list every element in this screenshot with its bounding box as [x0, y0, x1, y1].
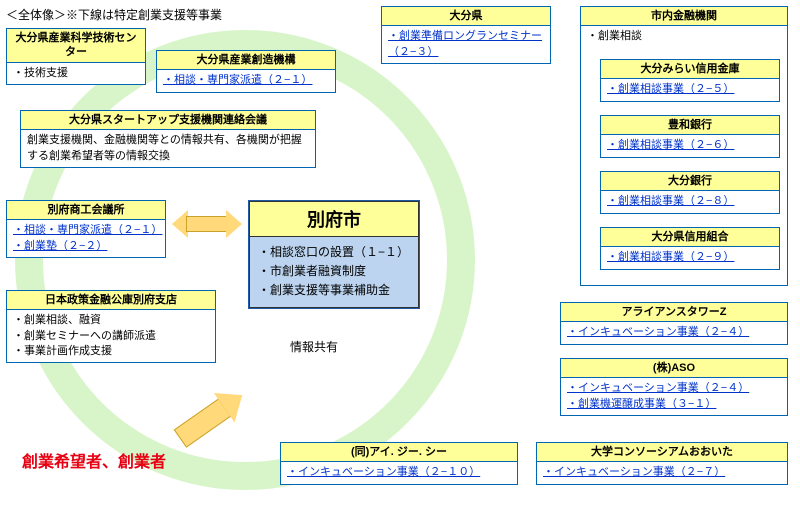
hdr-oita-pref: 大分県	[382, 7, 550, 26]
body-univ: ・インキュベーション事業（２−７）	[537, 462, 787, 483]
hdr-aso: (株)ASO	[561, 359, 787, 378]
box-sozo: 大分県産業創造機構 ・相談・専門家派遣（２−１）	[156, 50, 336, 93]
box-aso: (株)ASO ・インキュベーション事業（２−４） ・創業機運醸成事業（３−１）	[560, 358, 788, 416]
body-cci: ・相談・専門家派遣（２−１） ・創業塾（２−２）	[7, 220, 165, 257]
center-title: 別府市	[249, 201, 419, 237]
box-beppu-cci: 別府商工会議所 ・相談・専門家派遣（２−１） ・創業塾（２−２）	[6, 200, 166, 258]
hdr-obank: 大分銀行	[601, 172, 779, 191]
body-credit: ・創業相談事業（２−９）	[601, 247, 779, 268]
body-alliance: ・インキュベーション事業（２−４）	[561, 322, 787, 343]
body-howa: ・創業相談事業（２−６）	[601, 135, 779, 156]
hdr-sozo: 大分県産業創造機構	[157, 51, 335, 70]
body-mirai: ・創業相談事業（２−５）	[601, 79, 779, 100]
body-oita-pref: ・創業準備ロングランセミナー（２−３）	[382, 26, 550, 63]
box-mirai: 大分みらい信用金庫 ・創業相談事業（２−５）	[600, 59, 780, 102]
hdr-startup: 大分県スタートアップ支援機関連絡会議	[21, 111, 315, 130]
box-oita-bank: 大分銀行 ・創業相談事業（２−８）	[600, 171, 780, 214]
hdr-jfc: 日本政策金融公庫別府支店	[7, 291, 215, 310]
hdr-alliance: アライアンスタワーZ	[561, 303, 787, 322]
box-oita-pref: 大分県 ・創業準備ロングランセミナー（２−３）	[381, 6, 551, 64]
hdr-credit: 大分県信用組合	[601, 228, 779, 247]
body-startup: 創業支援機関、金融機関等との情報共有、各機関が把握する創業希望者等の情報交換	[21, 130, 315, 167]
hdr-univ: 大学コンソーシアムおおいた	[537, 443, 787, 462]
box-sci-center: 大分県産業科学技術センター ・技術支援	[6, 28, 146, 85]
box-center: 別府市 ・相談窓口の設置（１−１） ・市創業者融資制度 ・創業支援等事業補助金	[248, 200, 420, 309]
body-sci: ・技術支援	[7, 63, 145, 84]
body-igc: ・インキュベーション事業（２−１０）	[281, 462, 517, 483]
body-sozo: ・相談・専門家派遣（２−１）	[157, 70, 335, 91]
arrow-bidirectional	[172, 210, 242, 238]
body-obank: ・創業相談事業（２−８）	[601, 191, 779, 212]
box-credit: 大分県信用組合 ・創業相談事業（２−９）	[600, 227, 780, 270]
body-aso: ・インキュベーション事業（２−４） ・創業機運醸成事業（３−１）	[561, 378, 787, 415]
body-fin: ・創業相談	[581, 26, 787, 44]
center-body: ・相談窓口の設置（１−１） ・市創業者融資制度 ・創業支援等事業補助金	[249, 237, 419, 308]
box-igc: (同)アイ. ジー. シー ・インキュベーション事業（２−１０）	[280, 442, 518, 485]
hdr-howa: 豊和銀行	[601, 116, 779, 135]
hdr-igc: (同)アイ. ジー. シー	[281, 443, 517, 462]
box-alliance: アライアンスタワーZ ・インキュベーション事業（２−４）	[560, 302, 788, 345]
box-startup: 大分県スタートアップ支援機関連絡会議 創業支援機関、金融機関等との情報共有、各機…	[20, 110, 316, 168]
hdr-cci: 別府商工会議所	[7, 201, 165, 220]
founders-label: 創業希望者、創業者	[22, 448, 166, 472]
body-jfc: ・創業相談、融資 ・創業セミナーへの講師派遣 ・事業計画作成支援	[7, 310, 215, 362]
hdr-fin: 市内金融機関	[581, 7, 787, 26]
hdr-mirai: 大分みらい信用金庫	[601, 60, 779, 79]
info-share-label: 情報共有	[290, 338, 338, 355]
hdr-sci: 大分県産業科学技術センター	[7, 29, 145, 63]
box-howa: 豊和銀行 ・創業相談事業（２−６）	[600, 115, 780, 158]
box-univ: 大学コンソーシアムおおいた ・インキュベーション事業（２−７）	[536, 442, 788, 485]
box-jfc: 日本政策金融公庫別府支店 ・創業相談、融資 ・創業セミナーへの講師派遣 ・事業計…	[6, 290, 216, 363]
header-note: ＜全体像＞※下線は特定創業支援等事業	[6, 6, 222, 23]
